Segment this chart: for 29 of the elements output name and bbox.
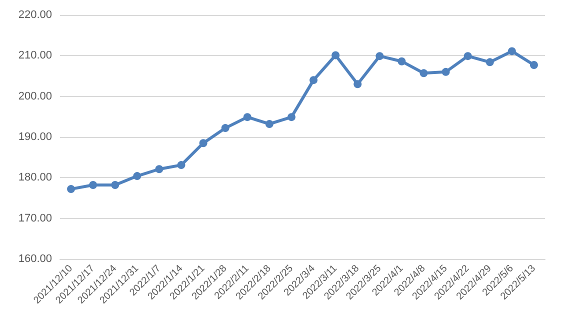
y-tick-label: 210.00 [18,50,52,62]
point [89,180,98,189]
y-tick-label: 200.00 [18,90,52,102]
point [376,52,384,60]
point [310,76,318,84]
y-tick-label: 180.00 [18,172,52,184]
point [442,68,450,76]
point [508,47,516,56]
point [67,185,76,194]
point [155,165,164,174]
point [221,124,230,132]
y-tick-label: 220.00 [18,9,52,21]
point [133,172,142,180]
point [354,80,362,88]
point [287,113,296,122]
point [111,180,120,189]
point [199,139,208,148]
point [486,58,494,66]
point [464,52,472,60]
point [530,61,538,70]
point [332,51,340,60]
point [265,120,274,128]
point [177,161,186,170]
point [398,57,406,66]
y-tick-label: 160.00 [18,253,52,265]
y-tick-label: 190.00 [18,131,52,143]
point [420,69,428,78]
point [243,113,252,122]
y-tick-label: 170.00 [18,212,52,224]
